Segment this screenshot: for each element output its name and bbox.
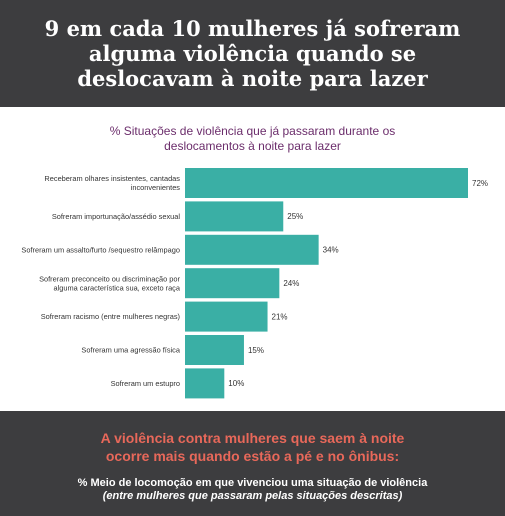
footer-banner: A violência contra mulheres que saem à n… [0, 411, 505, 516]
category-label: Sofreram um assalto/furto /sequestro rel… [21, 245, 180, 254]
chart-title: % Situações de violência que já passaram… [109, 124, 396, 153]
value-label: 21% [272, 312, 288, 321]
bar [185, 234, 319, 265]
footer-note: (entre mulheres que passaram pelas situa… [102, 490, 403, 502]
bar [185, 368, 225, 399]
category-label: Sofreram racismo (entre mulheres negras) [41, 312, 180, 321]
value-label: 10% [228, 379, 244, 388]
footer-subtitle: % Meio de locomoção em que vivenciou uma… [77, 477, 428, 489]
bar [185, 168, 468, 198]
value-label: 25% [287, 212, 303, 221]
category-label: Receberam olhares insistentes, cantadas i… [44, 174, 180, 192]
bar [185, 268, 280, 299]
header-banner: 9 em cada 10 mulheres já sofreram alguma… [0, 0, 505, 107]
value-label: 15% [248, 346, 264, 355]
bar [185, 201, 284, 232]
value-label: 24% [283, 279, 299, 288]
value-label: 72% [472, 179, 488, 188]
page-title: 9 em cada 10 mulheres já sofreram alguma… [44, 16, 461, 91]
bar [185, 335, 244, 365]
bar-chart: Receberam olhares insistentes, cantadas i… [21, 168, 488, 399]
category-label: Sofreram uma agressão física [81, 346, 180, 355]
category-label: Sofreram preconceito ou discriminação po… [39, 274, 181, 292]
category-label: Sofreram um estupro [111, 379, 180, 388]
value-label: 34% [323, 246, 339, 255]
category-label: Sofreram importunação/assédio sexual [52, 212, 181, 221]
footer-headline: A violência contra mulheres que saem à n… [100, 430, 405, 464]
bar [185, 301, 268, 332]
